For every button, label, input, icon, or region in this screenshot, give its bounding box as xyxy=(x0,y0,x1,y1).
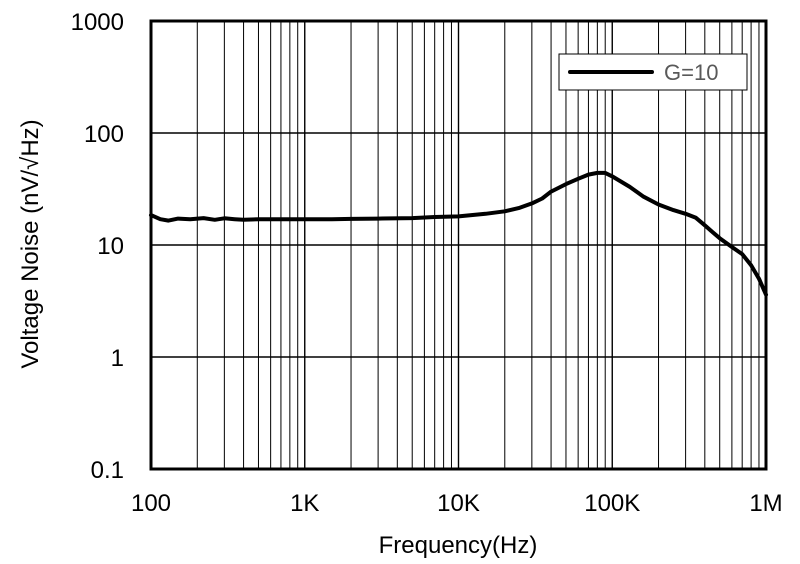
legend: G=10 xyxy=(558,53,748,91)
grid-lines xyxy=(151,21,766,469)
x-tick-label: 1K xyxy=(290,490,319,517)
x-tick-label: 1M xyxy=(749,490,782,517)
plot-frame xyxy=(149,19,768,471)
y-tick-label: 1 xyxy=(111,345,124,372)
series-layer xyxy=(149,170,768,297)
y-axis-title: Voltage Noise (nV/√Hz) xyxy=(17,119,44,368)
x-tick-label: 100K xyxy=(584,490,640,517)
legend-label: G=10 xyxy=(664,60,718,85)
y-tick-label: 10 xyxy=(97,233,124,260)
x-tick-label: 10K xyxy=(437,490,480,517)
series-line xyxy=(149,170,768,297)
plot-border xyxy=(149,19,768,471)
x-axis-title: Frequency(Hz) xyxy=(379,532,538,559)
y-tick-label: 0.1 xyxy=(91,457,124,484)
y-tick-label: 1000 xyxy=(71,9,124,36)
y-tick-label: 100 xyxy=(84,121,124,148)
tick-labels: 100 1K 10K 100K 1M 0.1 1 10 100 1000 xyxy=(71,9,783,517)
x-tick-label: 100 xyxy=(131,490,171,517)
